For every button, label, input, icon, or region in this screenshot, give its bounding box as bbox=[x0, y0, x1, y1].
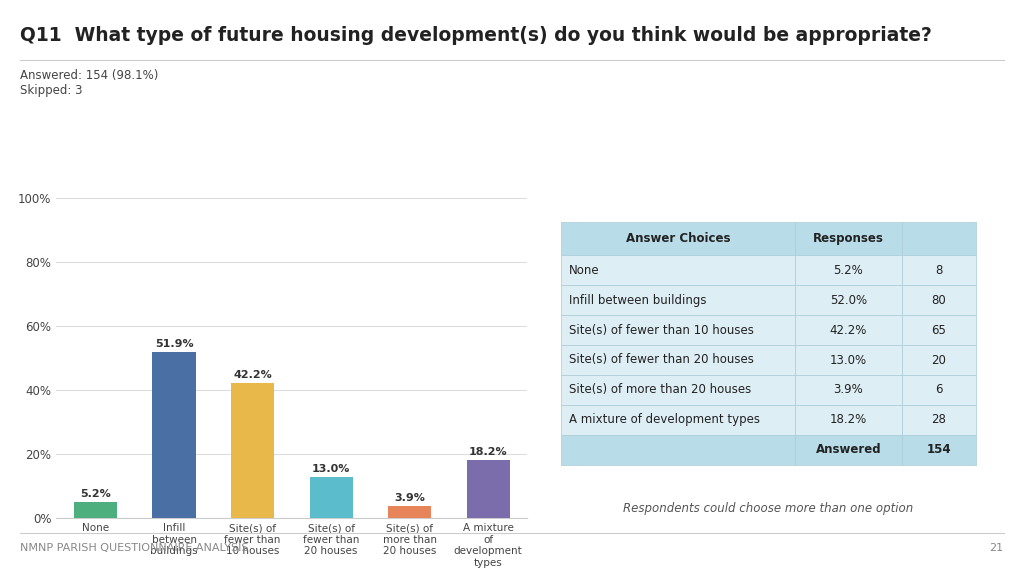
Text: 28: 28 bbox=[932, 414, 946, 426]
Bar bbox=[388, 506, 431, 518]
Text: 13.0%: 13.0% bbox=[829, 354, 867, 366]
Text: Respondents could choose more than one option: Respondents could choose more than one o… bbox=[624, 502, 913, 516]
Text: A mixture of development types: A mixture of development types bbox=[569, 414, 761, 426]
Text: Q11  What type of future housing development(s) do you think would be appropriat: Q11 What type of future housing developm… bbox=[20, 26, 933, 45]
Text: NMNP PARISH QUESTIONNAIRE ANALYSIS: NMNP PARISH QUESTIONNAIRE ANALYSIS bbox=[20, 543, 249, 552]
Bar bbox=[309, 477, 352, 518]
Text: 42.2%: 42.2% bbox=[233, 370, 272, 380]
Text: 20: 20 bbox=[932, 354, 946, 366]
Bar bbox=[467, 460, 510, 518]
Text: Answered: Answered bbox=[815, 444, 882, 456]
Bar bbox=[153, 353, 196, 518]
Text: 52.0%: 52.0% bbox=[829, 294, 867, 306]
Text: Responses: Responses bbox=[813, 232, 884, 245]
Text: 5.2%: 5.2% bbox=[834, 264, 863, 276]
Bar bbox=[74, 502, 117, 518]
Text: 5.2%: 5.2% bbox=[80, 488, 111, 499]
Text: None: None bbox=[569, 264, 600, 276]
Text: 3.9%: 3.9% bbox=[394, 492, 425, 503]
Text: Site(s) of fewer than 10 houses: Site(s) of fewer than 10 houses bbox=[569, 324, 755, 336]
Text: 21: 21 bbox=[989, 543, 1004, 552]
Text: 80: 80 bbox=[932, 294, 946, 306]
Text: 6: 6 bbox=[935, 384, 943, 396]
Text: Answered: 154 (98.1%): Answered: 154 (98.1%) bbox=[20, 69, 159, 82]
Text: 42.2%: 42.2% bbox=[829, 324, 867, 336]
Text: 65: 65 bbox=[932, 324, 946, 336]
Text: Skipped: 3: Skipped: 3 bbox=[20, 84, 83, 97]
Text: 51.9%: 51.9% bbox=[155, 339, 194, 349]
Text: 3.9%: 3.9% bbox=[834, 384, 863, 396]
Text: 13.0%: 13.0% bbox=[312, 464, 350, 473]
Text: Site(s) of fewer than 20 houses: Site(s) of fewer than 20 houses bbox=[569, 354, 755, 366]
Text: 154: 154 bbox=[927, 444, 951, 456]
Text: 18.2%: 18.2% bbox=[829, 414, 867, 426]
Text: 8: 8 bbox=[935, 264, 943, 276]
Text: Site(s) of more than 20 houses: Site(s) of more than 20 houses bbox=[569, 384, 752, 396]
Bar bbox=[231, 384, 274, 518]
Text: Infill between buildings: Infill between buildings bbox=[569, 294, 707, 306]
Text: Answer Choices: Answer Choices bbox=[626, 232, 730, 245]
Text: 18.2%: 18.2% bbox=[469, 447, 508, 457]
